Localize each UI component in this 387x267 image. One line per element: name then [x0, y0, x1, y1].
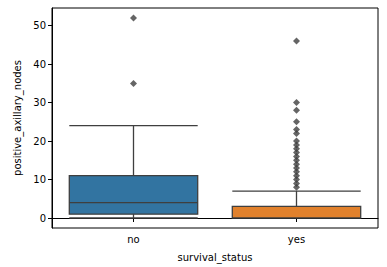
- svg-text:10: 10: [33, 174, 46, 185]
- svg-text:40: 40: [33, 59, 46, 70]
- svg-text:0: 0: [40, 213, 46, 224]
- svg-text:50: 50: [33, 20, 46, 31]
- svg-text:yes: yes: [288, 234, 305, 245]
- svg-text:positive_axillary_nodes: positive_axillary_nodes: [12, 60, 24, 176]
- svg-text:20: 20: [33, 136, 46, 147]
- svg-text:no: no: [127, 234, 139, 245]
- svg-text:survival_status: survival_status: [178, 252, 253, 264]
- svg-text:30: 30: [33, 97, 46, 108]
